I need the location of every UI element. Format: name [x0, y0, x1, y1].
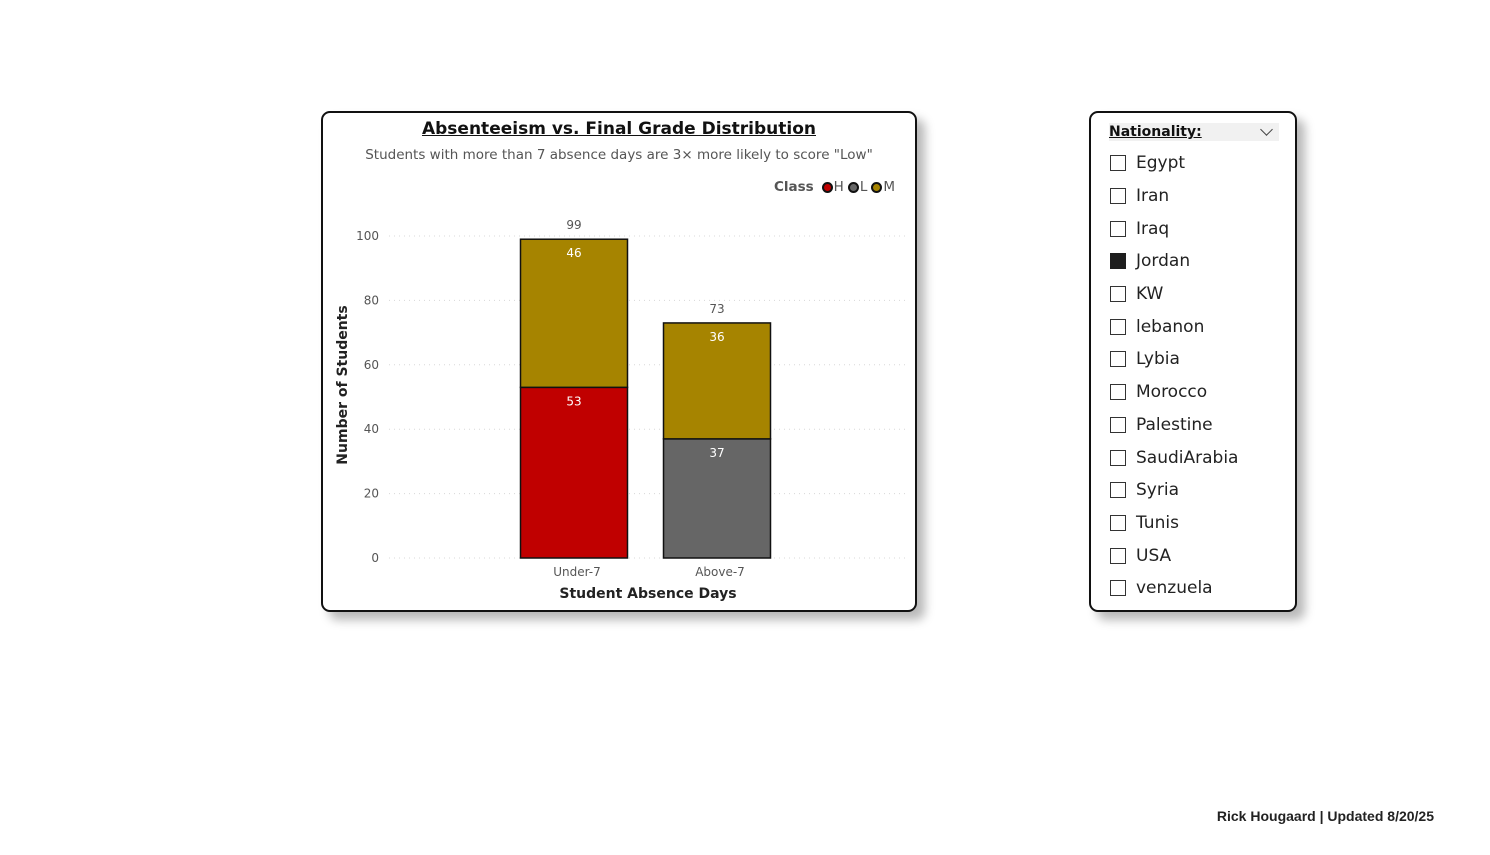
data-label: 53	[566, 394, 581, 408]
checkbox-icon[interactable]	[1110, 482, 1126, 499]
y-tick-label: 100	[356, 229, 379, 243]
checkbox-icon[interactable]	[1110, 547, 1126, 564]
nationality-slicer: Nationality: Egypt Iran Iraq Jordan KW lebano…	[1089, 111, 1297, 612]
slicer-header[interactable]: Nationality:	[1109, 123, 1279, 141]
legend-dot-icon	[821, 181, 833, 193]
legend-label: L	[859, 179, 868, 195]
data-label: 36	[709, 330, 724, 344]
slicer-item-usa[interactable]: USA	[1110, 539, 1238, 572]
data-label: 37	[709, 446, 724, 460]
y-tick-label: 80	[364, 293, 379, 307]
slicer-item-label: Palestine	[1136, 414, 1213, 435]
y-axis-title: Number of Students	[335, 305, 351, 464]
checkbox-icon[interactable]	[1110, 351, 1126, 368]
x-tick-label: Under-7	[553, 565, 601, 579]
slicer-item-kw[interactable]: KW	[1110, 278, 1238, 311]
legend-dot-icon	[847, 181, 859, 193]
slicer-item-label: Tunis	[1136, 512, 1179, 533]
checkbox-checked-icon[interactable]	[1110, 253, 1126, 270]
chart-subtitle: Students with more than 7 absence days a…	[365, 147, 873, 163]
checkbox-icon[interactable]	[1110, 220, 1126, 237]
chevron-down-icon[interactable]	[1260, 123, 1273, 136]
slicer-item-egypt[interactable]: Egypt	[1110, 147, 1238, 180]
slicer-item-label: lebanon	[1136, 316, 1205, 337]
slicer-item-iran[interactable]: Iran	[1110, 180, 1238, 213]
y-tick-label: 60	[364, 358, 379, 372]
x-tick-label: Above-7	[695, 565, 745, 579]
chart-title: Absenteeism vs. Final Grade Distribution	[421, 119, 816, 139]
slicer-list: Egypt Iran Iraq Jordan KW lebanon Lybia Morocco…	[1110, 147, 1238, 605]
slicer-item-label: Lybia	[1136, 349, 1180, 370]
slicer-item-label: Jordan	[1136, 251, 1191, 272]
legend-item-h[interactable]: H	[821, 179, 844, 195]
legend-label: M	[883, 179, 895, 195]
checkbox-icon[interactable]	[1110, 416, 1126, 433]
legend-title: Class	[773, 179, 814, 195]
bar-chart: 0 20 40 60 80 100 53 46 99 Under-7 37 36 73 Above-7 St…	[335, 218, 907, 602]
data-label: 46	[566, 246, 581, 260]
checkbox-icon[interactable]	[1110, 188, 1126, 205]
slicer-item-label: USA	[1136, 545, 1172, 566]
y-tick-label: 20	[364, 487, 379, 501]
slicer-item-label: KW	[1136, 284, 1164, 305]
slicer-item-palestine[interactable]: Palestine	[1110, 409, 1238, 442]
slicer-item-iraq[interactable]: Iraq	[1110, 212, 1238, 245]
chart-card: Absenteeism vs. Final Grade Distribution…	[321, 111, 917, 612]
slicer-item-venzuela[interactable]: venzuela	[1110, 572, 1238, 605]
legend-item-l[interactable]: L	[847, 179, 868, 195]
bar-segment-m	[662, 322, 772, 440]
y-tick-label: 40	[364, 422, 379, 436]
slicer-item-label: SaudiArabia	[1136, 447, 1239, 468]
legend-label: H	[833, 179, 844, 195]
checkbox-icon[interactable]	[1110, 384, 1126, 401]
bar-segment-h	[519, 386, 629, 559]
checkbox-icon[interactable]	[1110, 449, 1126, 466]
chart-legend: Class H L M	[774, 179, 899, 195]
checkbox-icon[interactable]	[1110, 286, 1126, 303]
checkbox-icon[interactable]	[1110, 318, 1126, 335]
slicer-item-label: Morocco	[1136, 382, 1208, 403]
slicer-item-label: Syria	[1136, 480, 1179, 501]
slicer-item-lebanon[interactable]: lebanon	[1110, 310, 1238, 343]
slicer-item-lybia[interactable]: Lybia	[1110, 343, 1238, 376]
slicer-item-tunis[interactable]: Tunis	[1110, 507, 1238, 540]
legend-dot-icon	[871, 181, 883, 193]
slicer-title: Nationality:	[1109, 124, 1202, 140]
slicer-item-label: Iraq	[1136, 218, 1170, 239]
total-label: 73	[709, 302, 724, 316]
slicer-item-saudiarabia[interactable]: SaudiArabia	[1110, 441, 1238, 474]
bar-segment-l	[662, 438, 772, 559]
legend-item-m[interactable]: M	[871, 179, 895, 195]
slicer-item-syria[interactable]: Syria	[1110, 474, 1238, 507]
slicer-item-label: Iran	[1136, 186, 1170, 207]
footer-credit: Rick Hougaard | Updated 8/20/25	[1216, 808, 1434, 824]
checkbox-icon[interactable]	[1110, 580, 1126, 597]
checkbox-icon[interactable]	[1110, 514, 1126, 531]
x-axis-title: Student Absence Days	[559, 586, 736, 602]
slicer-item-label: Egypt	[1136, 153, 1186, 174]
slicer-item-label: venzuela	[1136, 578, 1213, 599]
checkbox-icon[interactable]	[1110, 155, 1126, 172]
total-label: 99	[566, 218, 581, 232]
slicer-item-morocco[interactable]: Morocco	[1110, 376, 1238, 409]
slicer-item-jordan[interactable]: Jordan	[1110, 245, 1238, 278]
bar-segment-m	[519, 238, 629, 389]
y-tick-label: 0	[371, 551, 379, 565]
